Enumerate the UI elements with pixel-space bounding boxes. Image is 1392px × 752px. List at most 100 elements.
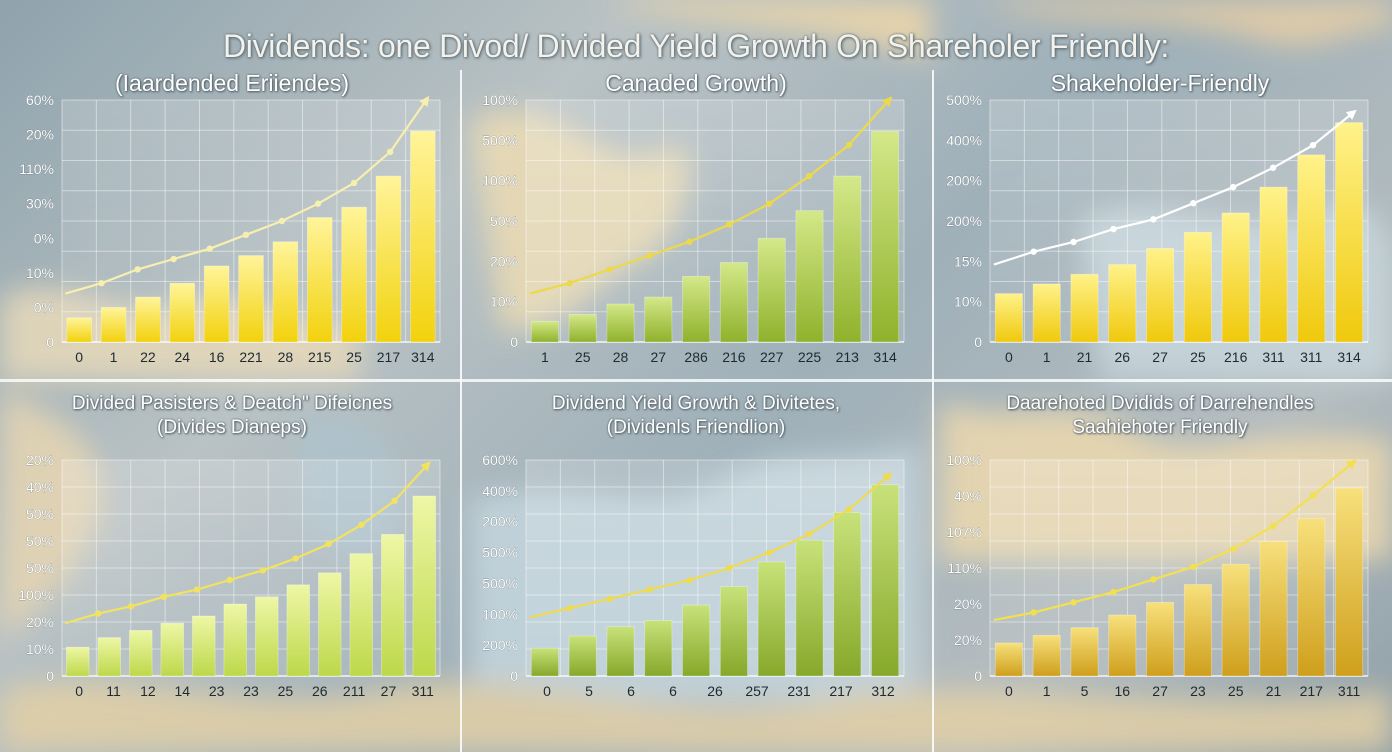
y-tick-label: 0 bbox=[46, 334, 54, 350]
y-tick-label: 200% bbox=[946, 173, 982, 189]
bar bbox=[66, 317, 92, 343]
y-tick-label: 100% bbox=[482, 606, 518, 622]
x-tick-label: 25 bbox=[1190, 349, 1206, 365]
y-tick-label: 20% bbox=[490, 253, 518, 269]
bar bbox=[203, 265, 230, 343]
panel-divider-right bbox=[932, 70, 934, 752]
x-tick-label: 5 bbox=[1081, 683, 1089, 699]
x-tick-label: 0 bbox=[543, 683, 551, 699]
trend-point bbox=[606, 595, 613, 603]
x-tick-label: 21 bbox=[1266, 683, 1282, 699]
chart-panel-2: Canaded Growth) 0 10% 20% 50% 100% 500% 100% 1 2… bbox=[464, 0, 928, 376]
y-tick-label: 0% bbox=[34, 230, 54, 246]
trend-point bbox=[386, 148, 394, 156]
bar bbox=[644, 620, 673, 677]
x-tick-label: 216 bbox=[722, 349, 746, 365]
bar bbox=[160, 622, 184, 677]
bar bbox=[1070, 273, 1099, 343]
y-tick-label: 30% bbox=[26, 196, 54, 212]
x-tick-label: 314 bbox=[1337, 349, 1361, 365]
y-tick-label: 15% bbox=[954, 253, 982, 269]
x-tick-label: 314 bbox=[411, 349, 435, 365]
y-tick-label: 20% bbox=[26, 127, 54, 143]
bar bbox=[795, 210, 824, 343]
trend-point bbox=[805, 172, 813, 180]
trend-point bbox=[1269, 522, 1277, 530]
bar bbox=[795, 539, 824, 677]
x-tick-label: 211 bbox=[343, 683, 366, 699]
panel-divider-left bbox=[460, 70, 462, 752]
y-tick-label: 0 bbox=[46, 668, 54, 684]
x-tick-label: 27 bbox=[381, 683, 397, 699]
x-tick-label: 14 bbox=[174, 683, 190, 699]
x-tick-label: 6 bbox=[627, 683, 635, 699]
chart-svg: 0 20% 20% 110% 107% 40% 100% 0 1 5 16 27 23 25 21 217 31… bbox=[946, 452, 1369, 699]
bar bbox=[833, 175, 862, 343]
x-tick-label: 16 bbox=[209, 349, 225, 365]
trend-point bbox=[226, 576, 234, 584]
trend-point bbox=[314, 200, 322, 207]
x-tick-label: 217 bbox=[829, 683, 853, 699]
trend-point bbox=[646, 586, 653, 593]
y-tick-label: 10% bbox=[954, 294, 982, 310]
trend-point bbox=[1150, 216, 1157, 223]
y-tick-label: 10% bbox=[26, 265, 54, 281]
y-tick-label: 400% bbox=[946, 132, 982, 148]
y-tick-label: 200% bbox=[482, 637, 518, 653]
y-tick-label: 100% bbox=[946, 452, 982, 468]
x-tick-label: 216 bbox=[1224, 349, 1248, 365]
chart-title: Shakeholder-Friendly bbox=[1050, 70, 1270, 96]
bar bbox=[410, 130, 436, 343]
bar bbox=[97, 637, 121, 677]
x-tick-label: 0 bbox=[1005, 349, 1013, 365]
trend-point bbox=[686, 238, 693, 245]
bar bbox=[1070, 627, 1099, 677]
y-tick-label: 0 bbox=[974, 334, 982, 350]
x-tick-label: 27 bbox=[1152, 683, 1168, 699]
bar bbox=[1032, 634, 1061, 677]
bar bbox=[1032, 283, 1061, 343]
chart-svg: 0 200% 100% 500% 500% 200% 400% 600% 0 5 6 6 26 257 23… bbox=[482, 452, 905, 699]
chart-panel-3: Shakeholder-Friendly 0 10% 15% 200% 200% 400%… bbox=[928, 0, 1392, 376]
x-tick-label: 23 bbox=[209, 683, 225, 699]
bar bbox=[606, 626, 635, 677]
trend-point bbox=[1309, 141, 1317, 149]
x-tick-label: 25 bbox=[575, 349, 591, 365]
bar bbox=[1259, 186, 1288, 343]
trend-point bbox=[259, 567, 266, 574]
x-tick-label: 217 bbox=[377, 349, 401, 365]
x-tick-label: 314 bbox=[873, 349, 897, 365]
x-tick-label: 25 bbox=[1228, 683, 1244, 699]
y-tick-label: 107% bbox=[946, 524, 982, 540]
bar bbox=[568, 313, 597, 343]
trend-line bbox=[993, 459, 1357, 622]
trend-point bbox=[686, 577, 693, 584]
y-tick-label: 200% bbox=[946, 213, 982, 229]
x-tick-label: 312 bbox=[871, 683, 895, 699]
x-tick-label: 24 bbox=[174, 349, 190, 365]
y-tick-label: 100% bbox=[18, 587, 54, 603]
x-tick-label: 23 bbox=[1190, 683, 1206, 699]
x-tick-label: 21 bbox=[1077, 349, 1093, 365]
bar bbox=[1108, 614, 1137, 677]
x-tick-label: 217 bbox=[1300, 683, 1324, 699]
x-tick-label: 28 bbox=[613, 349, 629, 365]
x-tick-label: 0 bbox=[1005, 683, 1013, 699]
trend-point bbox=[1150, 576, 1157, 583]
trend-point bbox=[127, 603, 135, 610]
y-tick-label: 50% bbox=[490, 213, 518, 229]
y-tick-label: 100% bbox=[482, 173, 518, 189]
trend-point bbox=[170, 255, 177, 263]
trend-point bbox=[391, 497, 398, 504]
trend-line bbox=[529, 96, 893, 295]
trend-point bbox=[325, 540, 332, 548]
x-tick-label: 6 bbox=[669, 683, 677, 699]
chart-title: Daarehoted Dvidids of Darrehendles Saahi… bbox=[1006, 393, 1314, 438]
bar bbox=[644, 296, 673, 343]
y-tick-label: 0% bbox=[34, 299, 54, 315]
chart-title: Canaded Growth) bbox=[605, 70, 787, 96]
trend-point bbox=[193, 586, 201, 593]
chart-panel-6: Daarehoted Dvidids of Darrehendles Saahi… bbox=[928, 376, 1392, 752]
y-tick-label: 50% bbox=[26, 506, 54, 522]
trend-point bbox=[646, 252, 653, 259]
